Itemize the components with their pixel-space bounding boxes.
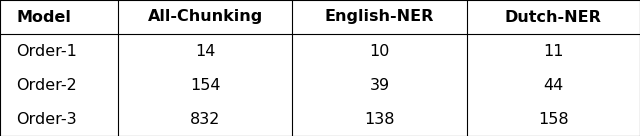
Text: 11: 11 bbox=[543, 44, 564, 58]
Text: 158: 158 bbox=[538, 112, 568, 126]
Text: Dutch-NER: Dutch-NER bbox=[505, 10, 602, 24]
Text: 44: 44 bbox=[543, 78, 563, 92]
Text: English-NER: English-NER bbox=[325, 10, 434, 24]
Text: Order-2: Order-2 bbox=[16, 78, 77, 92]
Text: Order-1: Order-1 bbox=[16, 44, 77, 58]
Text: 14: 14 bbox=[195, 44, 216, 58]
Text: 10: 10 bbox=[369, 44, 390, 58]
Text: Model: Model bbox=[16, 10, 71, 24]
Text: 154: 154 bbox=[190, 78, 221, 92]
Text: 832: 832 bbox=[190, 112, 221, 126]
Text: 138: 138 bbox=[364, 112, 395, 126]
Text: 39: 39 bbox=[369, 78, 390, 92]
Text: Order-3: Order-3 bbox=[16, 112, 77, 126]
Text: All-Chunking: All-Chunking bbox=[148, 10, 263, 24]
